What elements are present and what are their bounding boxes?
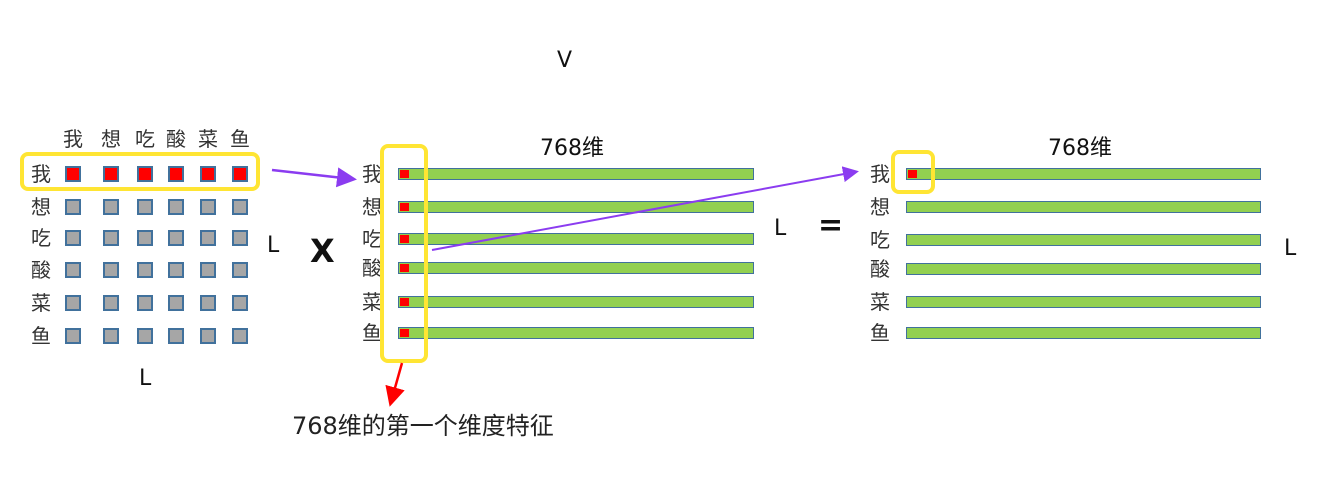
multiply-symbol: X: [310, 232, 335, 270]
matrix-cell: [168, 328, 184, 344]
matrix-row-label: 菜: [31, 291, 51, 315]
output-row-label: 想: [870, 195, 890, 219]
output-row-label: 酸: [870, 257, 890, 281]
output-cell-highlight: [891, 150, 935, 194]
v-row-label: 鱼: [362, 321, 382, 345]
matrix-cell: [232, 295, 248, 311]
matrix-cell: [65, 295, 81, 311]
v-vector-bar: [398, 262, 754, 274]
output-row-label: 吃: [870, 228, 890, 252]
top-label-v: V: [557, 48, 573, 73]
v-vector-bar: [398, 233, 754, 245]
matrix-cell: [65, 328, 81, 344]
matrix-cell: [137, 166, 153, 182]
output-row-label: 菜: [870, 290, 890, 314]
first-dim-marker: [400, 264, 409, 272]
v-vector-bar: [398, 168, 754, 180]
matrix-cell: [103, 199, 119, 215]
first-dim-marker: [908, 170, 917, 178]
arrow-v-to-output: [431, 166, 859, 251]
matrix-row-label: 鱼: [31, 324, 51, 348]
caption: 768维的第一个维度特征: [292, 412, 554, 440]
v-row-label: 我: [362, 162, 382, 186]
output-vector-bar: [906, 263, 1261, 275]
output-vector-bar: [906, 168, 1261, 180]
output-vector-bar: [906, 327, 1261, 339]
first-dim-marker: [400, 235, 409, 243]
first-dim-marker: [400, 170, 409, 178]
v-row-label: 想: [362, 195, 382, 219]
v-vector-bar: [398, 296, 754, 308]
output-length-label: L: [1284, 236, 1297, 261]
v-vector-bar: [398, 327, 754, 339]
v-dim-label: 768维: [540, 136, 604, 161]
first-dim-marker: [400, 203, 409, 211]
matrix-cell: [168, 199, 184, 215]
matrix-column-header: 鱼: [230, 127, 250, 151]
v-row-label: 酸: [362, 256, 382, 280]
matrix-cell: [232, 262, 248, 278]
v-row-label: 菜: [362, 290, 382, 314]
v-vector-bar: [398, 201, 754, 213]
matrix-cell: [103, 166, 119, 182]
matrix-cell: [137, 328, 153, 344]
matrix-column-header: 我: [63, 127, 83, 151]
matrix-cell: [65, 230, 81, 246]
first-dim-marker: [400, 298, 409, 306]
matrix-cell: [200, 199, 216, 215]
matrix-cell: [103, 230, 119, 246]
matrix-cell: [65, 262, 81, 278]
matrix-cell: [232, 328, 248, 344]
matrix-column-header: 菜: [198, 127, 218, 151]
v-row-label: 吃: [362, 227, 382, 251]
matrix-cell: [137, 199, 153, 215]
output-vector-bar: [906, 234, 1261, 246]
matrix-column-header: 酸: [166, 127, 186, 151]
first-dim-marker: [400, 329, 409, 337]
matrix-cell: [168, 166, 184, 182]
matrix-cell: [200, 230, 216, 246]
matrix-column-header: 想: [101, 127, 121, 151]
matrix-row-label: 酸: [31, 258, 51, 282]
matrix-cell: [65, 199, 81, 215]
matrix-cell: [232, 230, 248, 246]
output-vector-bar: [906, 201, 1261, 213]
output-row-label: 鱼: [870, 321, 890, 345]
matrix-cell: [168, 295, 184, 311]
matrix-cell: [168, 230, 184, 246]
matrix-cell: [200, 295, 216, 311]
matrix-length-label-bottom: L: [139, 366, 152, 391]
matrix-cell: [232, 199, 248, 215]
equals-symbol: =: [818, 208, 844, 243]
matrix-cell: [200, 166, 216, 182]
output-vector-bar: [906, 296, 1261, 308]
matrix-row-label: 我: [31, 162, 51, 186]
arrow-row-to-v: [271, 167, 357, 188]
arrow-to-caption: [385, 362, 405, 407]
matrix-cell: [168, 262, 184, 278]
output-row-label: 我: [870, 162, 890, 186]
matrix-cell: [103, 328, 119, 344]
first-dim-highlight: [380, 144, 428, 363]
v-length-label: L: [774, 216, 787, 241]
matrix-cell: [200, 262, 216, 278]
matrix-length-label-right: L: [267, 233, 280, 258]
matrix-row-label: 吃: [31, 226, 51, 250]
matrix-cell: [137, 295, 153, 311]
matrix-cell: [103, 295, 119, 311]
matrix-cell: [65, 166, 81, 182]
matrix-row-label: 想: [31, 195, 51, 219]
matrix-cell: [200, 328, 216, 344]
matrix-column-header: 吃: [135, 127, 155, 151]
matrix-cell: [103, 262, 119, 278]
matrix-row-highlight: [20, 152, 260, 191]
matrix-cell: [232, 166, 248, 182]
output-dim-label: 768维: [1048, 136, 1112, 161]
matrix-cell: [137, 262, 153, 278]
matrix-cell: [137, 230, 153, 246]
